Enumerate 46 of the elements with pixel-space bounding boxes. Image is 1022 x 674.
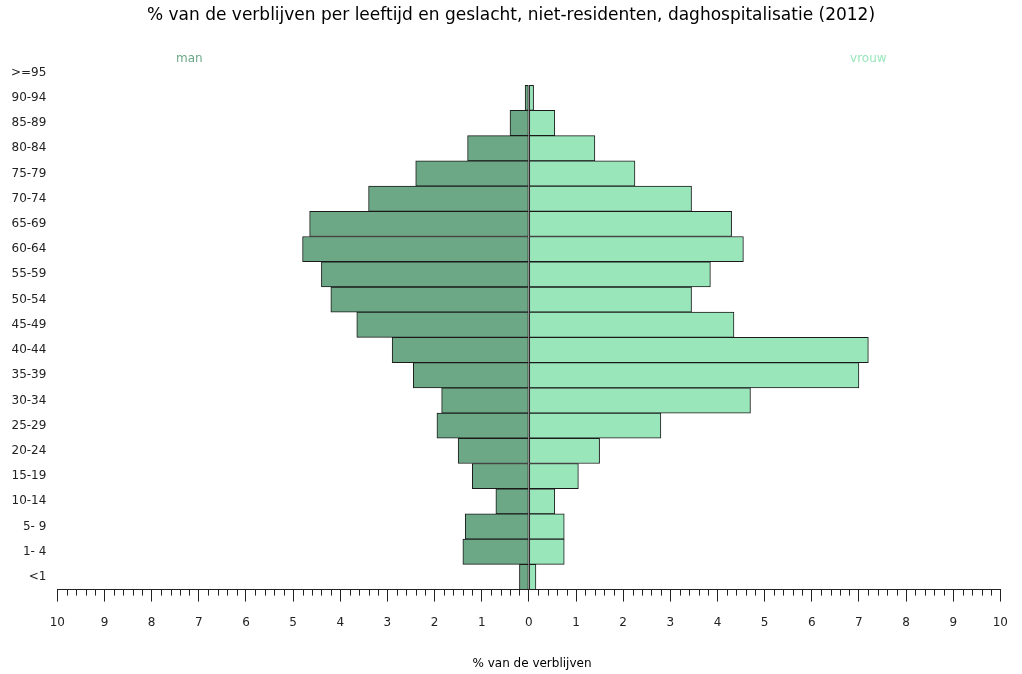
y-tick-label: 45-49 [11, 316, 47, 331]
x-tick-label: 8 [902, 614, 910, 629]
x-tick-label: 6 [242, 614, 250, 629]
y-tick-label: 50-54 [11, 291, 47, 306]
x-tick-label: 1 [572, 614, 580, 629]
y-tick-label: 1- 4 [22, 543, 47, 558]
y-tick-label: 30-34 [11, 392, 47, 407]
y-tick-label: 80-84 [11, 140, 47, 155]
y-tick-label: 15-19 [11, 468, 47, 483]
y-tick-label: 70-74 [11, 190, 47, 205]
y-tick-label: 25-29 [11, 417, 47, 432]
x-tick-label: 0 [525, 614, 533, 629]
x-tick-label: 10 [49, 614, 66, 629]
x-tick-label: 5 [760, 614, 769, 629]
x-tick-label: 7 [855, 614, 863, 629]
y-tick-label: <1 [28, 569, 47, 584]
x-tick-label: 6 [807, 614, 816, 629]
y-tick-label: 85-89 [11, 115, 47, 130]
x-tick-label: 3 [383, 614, 392, 629]
y-tick-label: 20-24 [11, 443, 47, 458]
x-tick-label: 9 [949, 614, 958, 629]
y-tick-label: 60-64 [11, 241, 47, 256]
y-tick-label: 10-14 [11, 493, 47, 508]
x-tick-label: 2 [619, 614, 627, 629]
x-tick-label: 7 [195, 614, 203, 629]
x-axis-title: % van de verblijven [471, 656, 593, 670]
chart-title: % van de verblijven per leeftijd en geslacht, niet-residenten, daghospitalisatie (2012) [145, 4, 877, 24]
y-tick-label: 40-44 [11, 342, 47, 357]
text: man [176, 51, 203, 65]
x-tick-label: 2 [430, 614, 439, 629]
x-tick-label: 4 [713, 614, 722, 629]
x-tick-label: 3 [666, 614, 675, 629]
y-tick-label: 90-94 [11, 89, 47, 104]
y-tick-label: 5- 9 [22, 518, 47, 533]
text: vrouw [850, 51, 887, 65]
y-tick-label: 75-79 [11, 165, 47, 180]
x-tick-label: 9 [100, 614, 109, 629]
x-tick-label: 10 [992, 614, 1009, 629]
x-tick-label: 5 [289, 614, 297, 629]
x-tick-label: 8 [147, 614, 156, 629]
y-tick-label: >=95 [10, 64, 47, 79]
x-tick-label: 1 [477, 614, 486, 629]
y-tick-label: 65-69 [11, 216, 47, 231]
y-tick-label: 55-59 [11, 266, 47, 281]
y-tick-label: 35-39 [11, 367, 47, 382]
x-tick-label: 4 [336, 614, 345, 629]
